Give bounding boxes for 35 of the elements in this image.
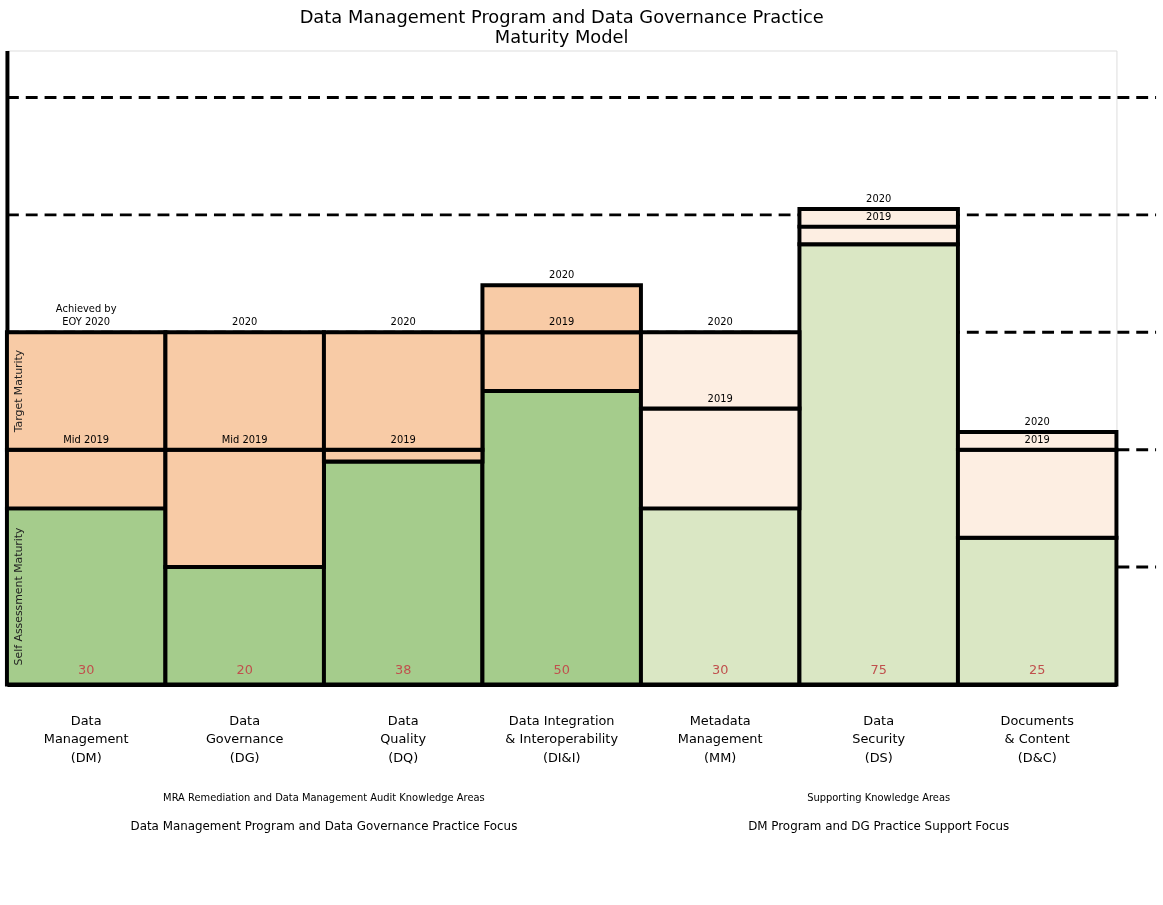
x-tick-label: Documents & Content (D&C) (1000, 712, 1075, 766)
annotation: 2019 (866, 210, 892, 222)
x-tick-label: Data Integration & Interoperability (DI&I) (505, 712, 619, 766)
data-label: 38 (395, 661, 412, 677)
annotation: Achieved by EOY 2020 (55, 303, 117, 328)
x-tick-label: Data Governance (DG) (205, 712, 284, 766)
series-label: Self Assessment Maturity (11, 526, 25, 666)
text: Data Management Program and Data Governance Practice Focus (130, 819, 518, 834)
data-label: 30 (712, 661, 729, 677)
annotation: 2019 (549, 316, 575, 328)
chart-title: Data Management Program and Data Governance Practice Maturity Model (299, 5, 824, 47)
annotation: 2020 (866, 193, 892, 205)
data-label: 50 (553, 661, 570, 677)
text: DM Program and DG Practice Support Focus (748, 819, 1010, 834)
annotation: 2020 (390, 316, 416, 328)
text: MRA Remediation and Data Management Audit Knowledge Areas (163, 792, 485, 804)
x-tick-label: Data Security (DS) (852, 712, 906, 766)
data-label: 75 (870, 661, 887, 677)
series-label: Target Maturity (11, 349, 25, 434)
annotation: Mid 2019 (221, 433, 268, 445)
x-tick-label: Metadata Management (MM) (677, 712, 763, 766)
text: Supporting Knowledge Areas (807, 792, 951, 804)
x-tick-label: Data Management (DM) (43, 712, 129, 766)
x-tick-label: Data Quality (DQ) (380, 712, 427, 766)
data-label: 20 (236, 661, 253, 677)
annotation: 2020 (1024, 416, 1050, 428)
annotation: 2020 (707, 316, 733, 328)
data-label: 25 (1029, 661, 1046, 677)
annotation: 2019 (1024, 433, 1050, 445)
annotation: 2019 (390, 433, 416, 445)
annotation: 2020 (549, 269, 575, 281)
annotation: Mid 2019 (63, 433, 110, 445)
annotation: 2019 (707, 392, 733, 404)
data-label: 30 (78, 661, 95, 677)
annotation: 2020 (232, 316, 258, 328)
